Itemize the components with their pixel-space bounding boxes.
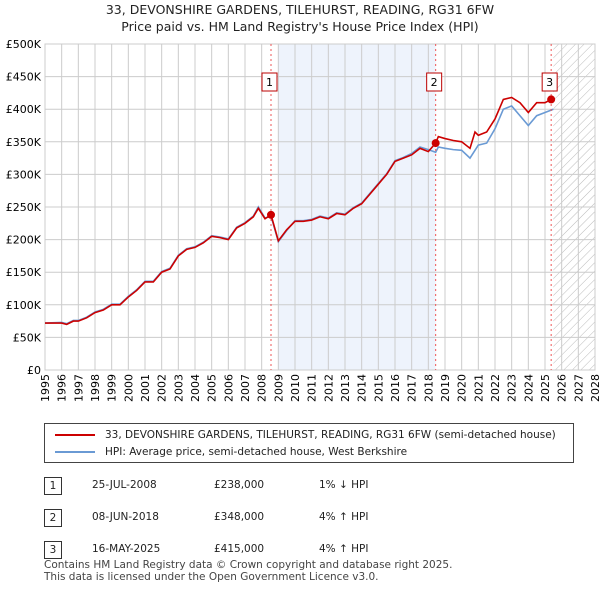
legend-label-property: 33, DEVONSHIRE GARDENS, TILEHURST, READI… [105, 429, 556, 441]
y-tick-label: £50K [13, 331, 42, 344]
chart-title: 33, DEVONSHIRE GARDENS, TILEHURST, READI… [105, 2, 495, 17]
x-tick-label: 2004 [189, 374, 202, 402]
x-tick-label: 1995 [39, 374, 52, 402]
sale-hpi: 4% ↑ HPI [319, 511, 369, 523]
x-tick-label: 2019 [439, 374, 452, 402]
x-tick-label: 1996 [56, 374, 69, 402]
sale-marker-box [541, 72, 558, 92]
y-tick-label: £500K [6, 38, 42, 51]
sale-hpi: 1% ↓ HPI [319, 479, 369, 491]
x-tick-label: 2025 [539, 374, 552, 402]
x-tick-label: 2026 [556, 374, 569, 402]
sale-row: 3 16-MAY-2025 £415,000 4% ↑ HPI [44, 541, 544, 561]
x-tick-label: 2016 [389, 374, 402, 402]
sale-marker-label: 2 [431, 76, 438, 89]
x-tick-label: 2001 [139, 374, 152, 402]
y-tick-label: £350K [6, 136, 42, 149]
footer: Contains HM Land Registry data © Crown c… [44, 559, 452, 583]
property-price-line [45, 96, 554, 326]
chart-subtitle: Price paid vs. HM Land Registry's House … [121, 19, 479, 34]
sale-number: 2 [44, 509, 62, 527]
sale-hpi: 4% ↑ HPI [319, 543, 369, 555]
x-tick-label: 2010 [289, 374, 302, 402]
sale-marker-box [261, 72, 278, 92]
x-tick-label: 2007 [239, 374, 252, 402]
sale-price: £348,000 [214, 511, 265, 523]
x-tick-label: 2015 [372, 374, 385, 402]
x-tick-label: 2009 [272, 374, 285, 402]
sale-number: 3 [44, 541, 62, 559]
y-tick-label: £450K [6, 71, 42, 84]
legend-swatch-red [55, 434, 95, 436]
sale-row: 2 08-JUN-2018 £348,000 4% ↑ HPI [44, 509, 544, 529]
sale-marker-label: 1 [266, 76, 273, 89]
y-tick-label: £400K [6, 103, 42, 116]
x-tick-label: 2005 [206, 374, 219, 402]
y-tick-label: £250K [6, 201, 42, 214]
x-tick-label: 2023 [506, 374, 519, 402]
sale-point [431, 139, 440, 148]
legend-label-hpi: HPI: Average price, semi-detached house,… [105, 446, 408, 458]
x-tick-label: 2027 [572, 374, 585, 402]
x-tick-label: 2006 [222, 374, 235, 402]
plot-border [44, 43, 596, 371]
sale-row: 1 25-JUL-2008 £238,000 1% ↓ HPI [44, 477, 544, 497]
x-tick-label: 1997 [72, 374, 85, 402]
x-tick-label: 2018 [422, 374, 435, 402]
sale-price: £238,000 [214, 479, 265, 491]
x-tick-label: 2000 [122, 374, 135, 402]
sale-point [547, 95, 556, 104]
y-tick-label: £300K [6, 168, 42, 181]
legend-swatch-blue [55, 451, 95, 453]
legend: 33, DEVONSHIRE GARDENS, TILEHURST, READI… [44, 423, 574, 463]
x-tick-label: 2003 [172, 374, 185, 402]
sale-date: 08-JUN-2018 [92, 511, 159, 523]
footer-line-1: Contains HM Land Registry data © Crown c… [44, 559, 453, 571]
y-tick-label: £200K [6, 234, 42, 247]
x-tick-label: 2020 [456, 374, 469, 402]
x-tick-label: 2028 [589, 374, 600, 402]
price-chart: 1 2 3 1995 1996 1997 1998 1999 2000 2001 2002 2003 2… [6, 38, 600, 402]
sale-date: 25-JUL-2008 [92, 479, 157, 491]
x-tick-label: 2002 [156, 374, 169, 402]
sale-number: 1 [44, 477, 62, 495]
x-tick-label: 2013 [339, 374, 352, 402]
x-tick-label: 2017 [406, 374, 419, 402]
footer-line-2: This data is licensed under the Open Gov… [44, 571, 379, 583]
x-tick-label: 1999 [106, 374, 119, 402]
y-tick-label: £0 [27, 364, 41, 377]
x-tick-label: 2011 [306, 374, 319, 402]
sale-marker-box [426, 72, 443, 92]
y-tick-label: £100K [6, 299, 42, 312]
x-tick-label: 2024 [522, 374, 535, 402]
sale-date: 16-MAY-2025 [92, 543, 161, 555]
x-tick-label: 1998 [89, 374, 102, 402]
sale-marker-label: 3 [546, 76, 553, 89]
x-tick-label: 2012 [322, 374, 335, 402]
x-tick-label: 2022 [489, 374, 502, 402]
y-tick-label: £150K [6, 266, 42, 279]
x-tick-label: 2014 [356, 374, 369, 402]
sale-point [267, 210, 275, 219]
x-tick-label: 2008 [256, 374, 269, 402]
x-tick-label: 2021 [472, 374, 485, 402]
sale-price: £415,000 [214, 543, 265, 555]
